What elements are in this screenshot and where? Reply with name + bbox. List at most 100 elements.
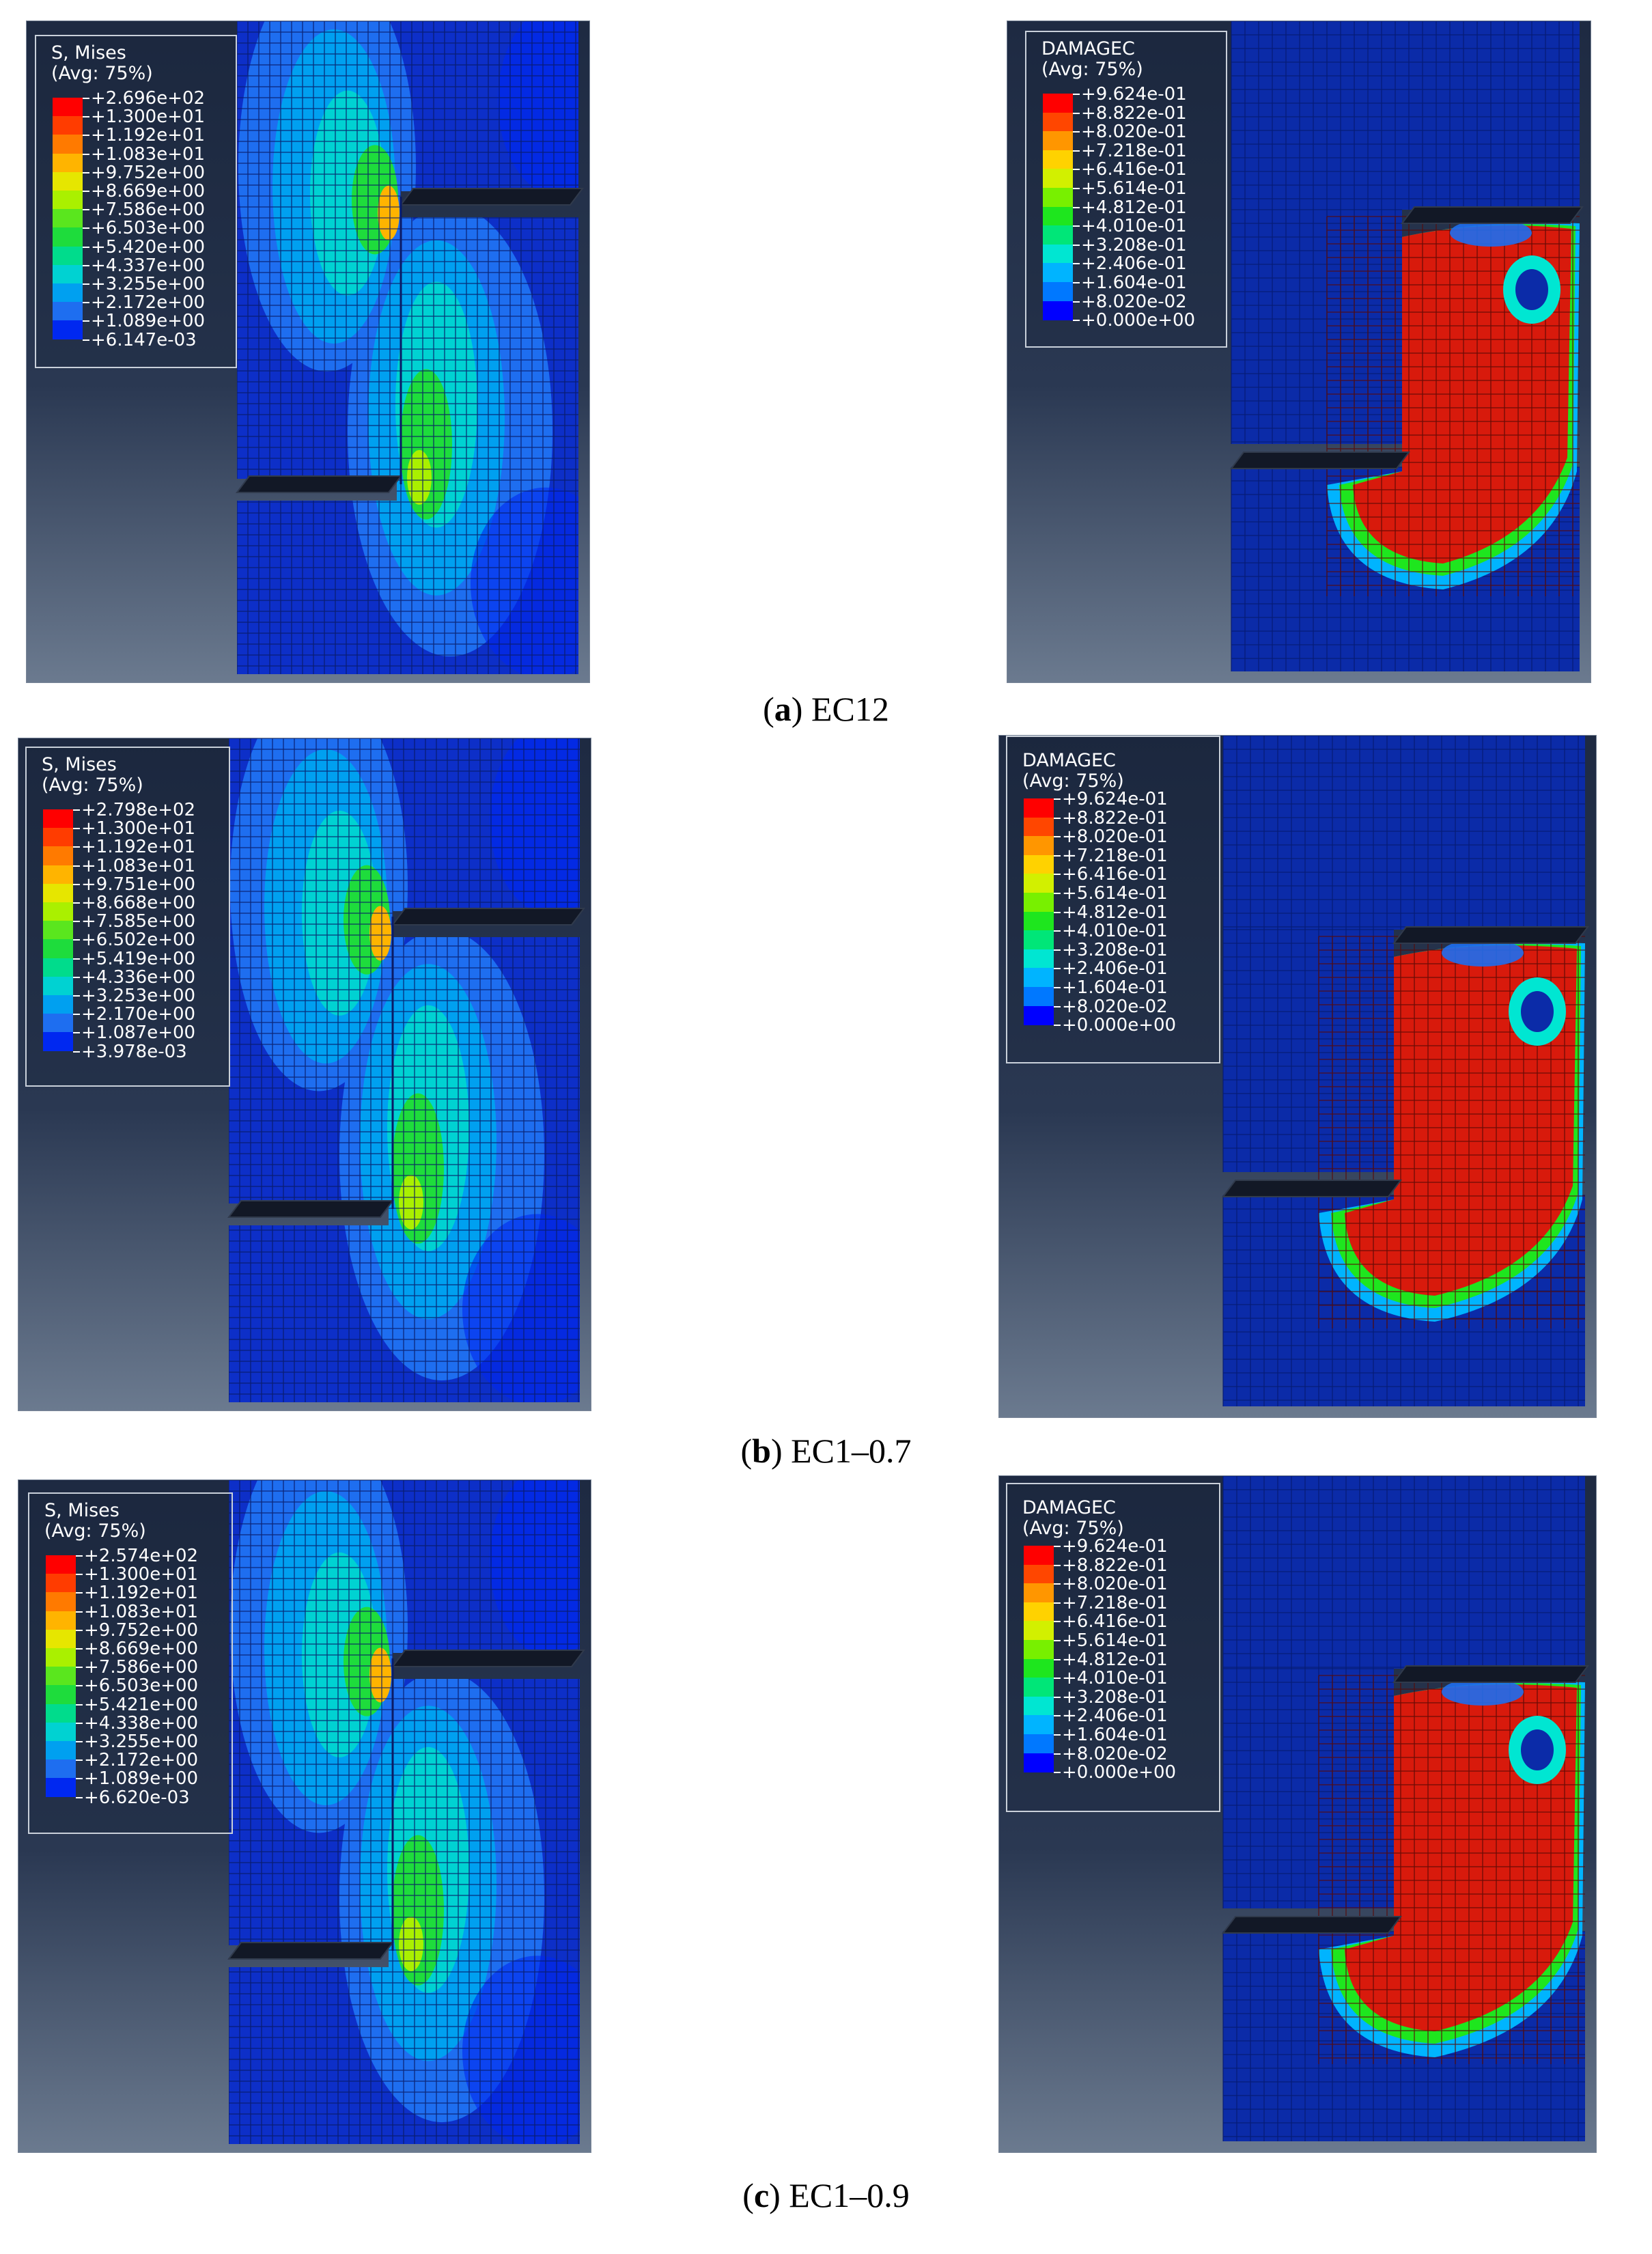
legend-value: +1.192e+01 — [91, 125, 206, 146]
legend-title: DAMAGEC — [1022, 750, 1116, 771]
legend-swatch — [1043, 94, 1073, 113]
legend-swatch — [1024, 798, 1054, 818]
slot-lower — [1222, 1916, 1402, 1934]
legend-tick — [73, 921, 80, 923]
legend-value: +3.208e-01 — [1081, 234, 1187, 255]
legend-value: +0.000e+00 — [1062, 1762, 1177, 1783]
legend-tick — [1054, 1753, 1061, 1755]
legend-swatch — [1024, 1005, 1054, 1025]
undamaged-edge — [1442, 1678, 1524, 1706]
legend-tick — [76, 1555, 83, 1557]
legend-value: +4.338e+00 — [84, 1712, 199, 1734]
legend-value: +4.337e+00 — [91, 255, 206, 276]
legend-swatch — [1024, 1678, 1054, 1697]
legend-swatch — [46, 1685, 76, 1705]
legend-tick — [73, 1051, 80, 1053]
legend-swatch — [1043, 150, 1073, 169]
damage-mesh — [1326, 216, 1580, 596]
legend-value: +8.822e-01 — [1062, 1555, 1168, 1576]
legend-value: +6.503e+00 — [84, 1675, 199, 1697]
legend-swatch — [46, 1703, 76, 1723]
legend-value: +2.574e+02 — [84, 1546, 199, 1566]
stress-legend-a: S, Mises (Avg: 75%) +2.696e+02 +1.300e+01… — [35, 35, 237, 368]
legend-swatch — [43, 865, 73, 885]
legend-swatch — [46, 1555, 76, 1574]
legend-tick — [73, 865, 80, 867]
undamaged-edge — [1442, 939, 1524, 966]
slot-lower — [227, 1200, 394, 1218]
legend-tick — [73, 995, 80, 997]
legend-tick — [1054, 798, 1061, 800]
legend-swatch — [53, 98, 83, 117]
legend-value: +9.624e-01 — [1062, 1536, 1168, 1557]
legend-subtitle: (Avg: 75%) — [42, 775, 143, 796]
legend-tick — [1054, 836, 1061, 838]
legend-tick — [76, 1574, 83, 1576]
undamaged-core — [1521, 991, 1554, 1032]
legend-tick — [1054, 987, 1061, 988]
legend-value: +4.812e-01 — [1081, 197, 1187, 218]
damage-block-upper — [1222, 736, 1585, 1172]
legend-value: +5.420e+00 — [91, 236, 206, 258]
legend-tick — [1054, 1734, 1061, 1736]
legend-value: +4.010e-01 — [1062, 1668, 1168, 1689]
legend-tick — [1073, 131, 1080, 133]
legend-tick — [73, 1032, 80, 1034]
legend-subtitle: (Avg: 75%) — [1022, 1518, 1124, 1539]
legend-value: +3.255e+00 — [84, 1731, 199, 1752]
legend-value: +4.010e-01 — [1062, 921, 1168, 942]
legend-value: +2.798e+02 — [81, 800, 196, 820]
legend-value: +7.586e+00 — [91, 199, 206, 221]
legend-value: +4.010e-01 — [1081, 216, 1187, 237]
legend-swatch — [43, 921, 73, 940]
legend-value: +9.624e-01 — [1081, 84, 1187, 105]
legend-value: +0.000e+00 — [1062, 1015, 1177, 1036]
legend-value: +6.416e-01 — [1062, 864, 1168, 885]
legend-tick — [73, 1014, 80, 1016]
legend-value: +1.083e+01 — [81, 855, 196, 876]
legend-swatch — [53, 209, 83, 228]
legend-swatch — [1024, 836, 1054, 856]
slot-upper — [1401, 206, 1584, 224]
legend-swatch — [1024, 1583, 1054, 1603]
legend-tick — [83, 98, 89, 99]
legend-tick — [1054, 1602, 1061, 1604]
slot-lower — [236, 475, 402, 493]
legend-swatch — [43, 976, 73, 996]
legend-tick — [73, 902, 80, 904]
slot-upper — [1392, 1665, 1589, 1683]
legend-value: +1.300e+01 — [84, 1564, 199, 1585]
legend-value: +1.083e+01 — [84, 1601, 199, 1622]
legend-value: +1.604e-01 — [1062, 1725, 1168, 1745]
legend-title: DAMAGEC — [1022, 1497, 1116, 1518]
legend-value: +8.020e-02 — [1081, 291, 1187, 312]
stress-contour — [498, 21, 578, 197]
stress-mesh — [237, 21, 578, 674]
slot-upper — [1392, 926, 1589, 944]
legend-value: +3.255e+00 — [91, 274, 206, 294]
legend-tick — [76, 1796, 83, 1798]
legend-tick — [83, 302, 89, 304]
damage-mesh — [1231, 21, 1580, 210]
legend-swatch — [1024, 1715, 1054, 1735]
legend-tick — [1054, 1640, 1061, 1641]
legend-tick — [76, 1648, 83, 1650]
legend-tick — [83, 227, 89, 229]
legend-value: +4.812e-01 — [1062, 902, 1168, 923]
legend-value: +1.300e+01 — [81, 818, 196, 839]
legend-value: +0.000e+00 — [1081, 310, 1196, 331]
slot-upper — [391, 1650, 585, 1667]
legend-value: +6.416e-01 — [1081, 159, 1187, 180]
legend-tick — [1054, 1715, 1061, 1717]
legend-tick — [1054, 968, 1061, 970]
legend-swatch — [53, 246, 83, 266]
legend-tick — [73, 883, 80, 885]
caption-a: (a) EC12 — [763, 690, 889, 728]
legend-swatch — [1024, 1696, 1054, 1716]
legend-value: +9.751e+00 — [81, 874, 196, 895]
stress-legend-b: S, Mises (Avg: 75%) +2.798e+02 +1.300e+01… — [25, 747, 230, 1087]
legend-swatch — [53, 302, 83, 321]
legend-tick — [1073, 225, 1080, 227]
legend-value: +2.406e-01 — [1062, 1706, 1168, 1727]
legend-swatch — [43, 828, 73, 847]
